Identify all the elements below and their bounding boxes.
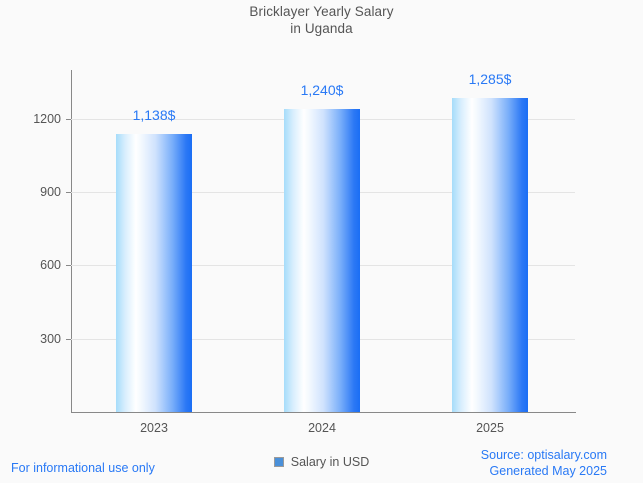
plot-area: 300 600 900 1200 xyxy=(33,70,575,412)
y-axis-tick-label: 300 xyxy=(40,331,61,346)
y-axis-tick-mark xyxy=(66,265,71,267)
chart-legend: Salary in USD xyxy=(0,455,643,469)
bar-2025[interactable] xyxy=(452,98,528,412)
y-axis-line xyxy=(71,70,72,413)
chart-title-line2: in Uganda xyxy=(290,21,353,36)
x-axis-label-2025: 2025 xyxy=(476,421,504,435)
bar-value-label: 1,285$ xyxy=(468,71,512,88)
y-axis-tick-mark xyxy=(66,338,71,340)
bar-value-label: 1,138$ xyxy=(132,107,176,123)
generated-text: Generated May 2025 xyxy=(489,464,607,478)
chart-title-line1: Bricklayer Yearly Salary xyxy=(249,4,394,19)
y-axis-tick-mark xyxy=(66,192,71,194)
x-axis-label-2023: 2023 xyxy=(140,421,168,435)
y-axis-tick-label: 600 xyxy=(40,258,61,273)
bar-2023[interactable] xyxy=(116,134,192,412)
chart-title: Bricklayer Yearly Salary in Uganda xyxy=(0,3,643,37)
legend-swatch-icon xyxy=(273,457,284,467)
bar-value-label: 1,240$ xyxy=(300,82,344,99)
x-axis-label-2024: 2024 xyxy=(308,421,336,435)
source-text: Source: optisalary.com xyxy=(480,448,607,462)
source-block: Source: optisalary.com Generated May 202… xyxy=(481,447,607,479)
legend-item-label: Salary in USD xyxy=(290,455,370,469)
x-axis-line xyxy=(71,412,576,413)
y-axis-tick-label: 900 xyxy=(40,185,61,200)
disclaimer-text: For informational use only xyxy=(11,461,155,475)
y-axis-tick-mark xyxy=(66,118,71,120)
bar-2024[interactable] xyxy=(284,109,360,412)
y-axis-tick-label: 1200 xyxy=(33,111,61,126)
